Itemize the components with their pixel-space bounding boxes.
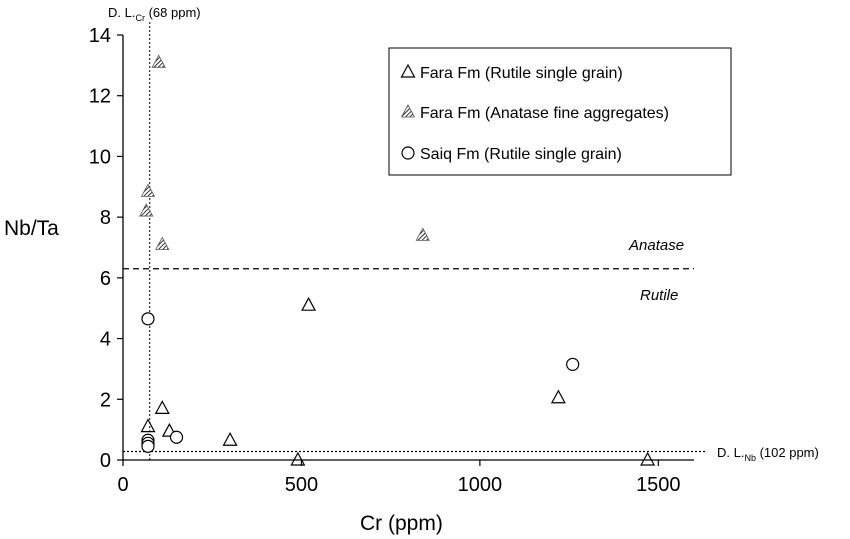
reference-lines: [123, 22, 705, 460]
legend-marker-1: [400, 104, 416, 118]
series-0-point: [640, 451, 656, 466]
series-0-point: [161, 422, 177, 437]
y-tick-label: 4: [100, 329, 111, 351]
y-tick-label: 12: [89, 86, 111, 108]
dl-nb-sub: Nb: [744, 453, 756, 463]
series-0-point: [140, 418, 156, 433]
rutile-label: Rutile: [640, 287, 678, 304]
dl-cr-value: (68 ppm): [145, 5, 201, 20]
series-1-point: [155, 236, 170, 250]
legend-label-0: Fara Fm (Rutile single grain): [420, 65, 623, 82]
legend: Fara Fm (Rutile single grain) Fara Fm (An…: [388, 47, 732, 176]
y-tick-label: 10: [89, 146, 111, 168]
series-0-point: [301, 296, 317, 311]
y-tick-label: 2: [100, 389, 111, 411]
series-0-point: [222, 432, 238, 446]
ticks: 0 2 4 6 8 10 12 14 0 500 1000 1500: [89, 25, 681, 496]
series-0-point: [290, 451, 306, 466]
legend-box: [388, 47, 732, 176]
legend-label-1: Fara Fm (Anatase fine aggregates): [420, 105, 669, 122]
y-tick-label: 0: [100, 450, 111, 472]
x-axis-title: Cr (ppm): [360, 512, 443, 535]
series-0-point: [154, 400, 170, 414]
dl-nb-label: D. L.Nb (102 ppm): [717, 445, 819, 463]
anatase-label: Anatase: [628, 237, 684, 254]
dl-nb-main: D. L.: [717, 445, 744, 460]
legend-label-2: Saiq Fm (Rutile single grain): [420, 146, 622, 163]
series-2-point: [141, 439, 155, 453]
legend-marker-0: [400, 63, 416, 78]
y-tick-label: 8: [100, 207, 111, 229]
legend-marker-2: [401, 146, 415, 160]
series-2-point: [169, 430, 184, 444]
x-tick-label: 1000: [458, 474, 503, 496]
dl-cr-main: D. L.: [108, 5, 135, 20]
x-tick-label: 0: [117, 474, 128, 496]
y-tick-label: 6: [100, 268, 111, 290]
series-1-point: [415, 227, 430, 241]
dl-cr-sub: Cr: [135, 13, 145, 23]
series-2-point: [141, 312, 155, 326]
y-axis-title: Nb/Ta: [4, 217, 59, 240]
dl-cr-label: D. L.Cr (68 ppm): [108, 5, 201, 23]
series-1-point: [151, 54, 166, 68]
axes: [122, 35, 694, 461]
x-tick-label: 500: [285, 474, 318, 496]
series-2-point: [566, 357, 580, 371]
x-tick-label: 1500: [636, 474, 681, 496]
dl-nb-value: (102 ppm): [756, 445, 819, 460]
series-1-point: [139, 203, 154, 217]
data-points: [139, 54, 656, 466]
series-1-point: [140, 183, 156, 197]
series-0-point: [550, 389, 566, 404]
y-tick-label: 14: [89, 25, 111, 47]
